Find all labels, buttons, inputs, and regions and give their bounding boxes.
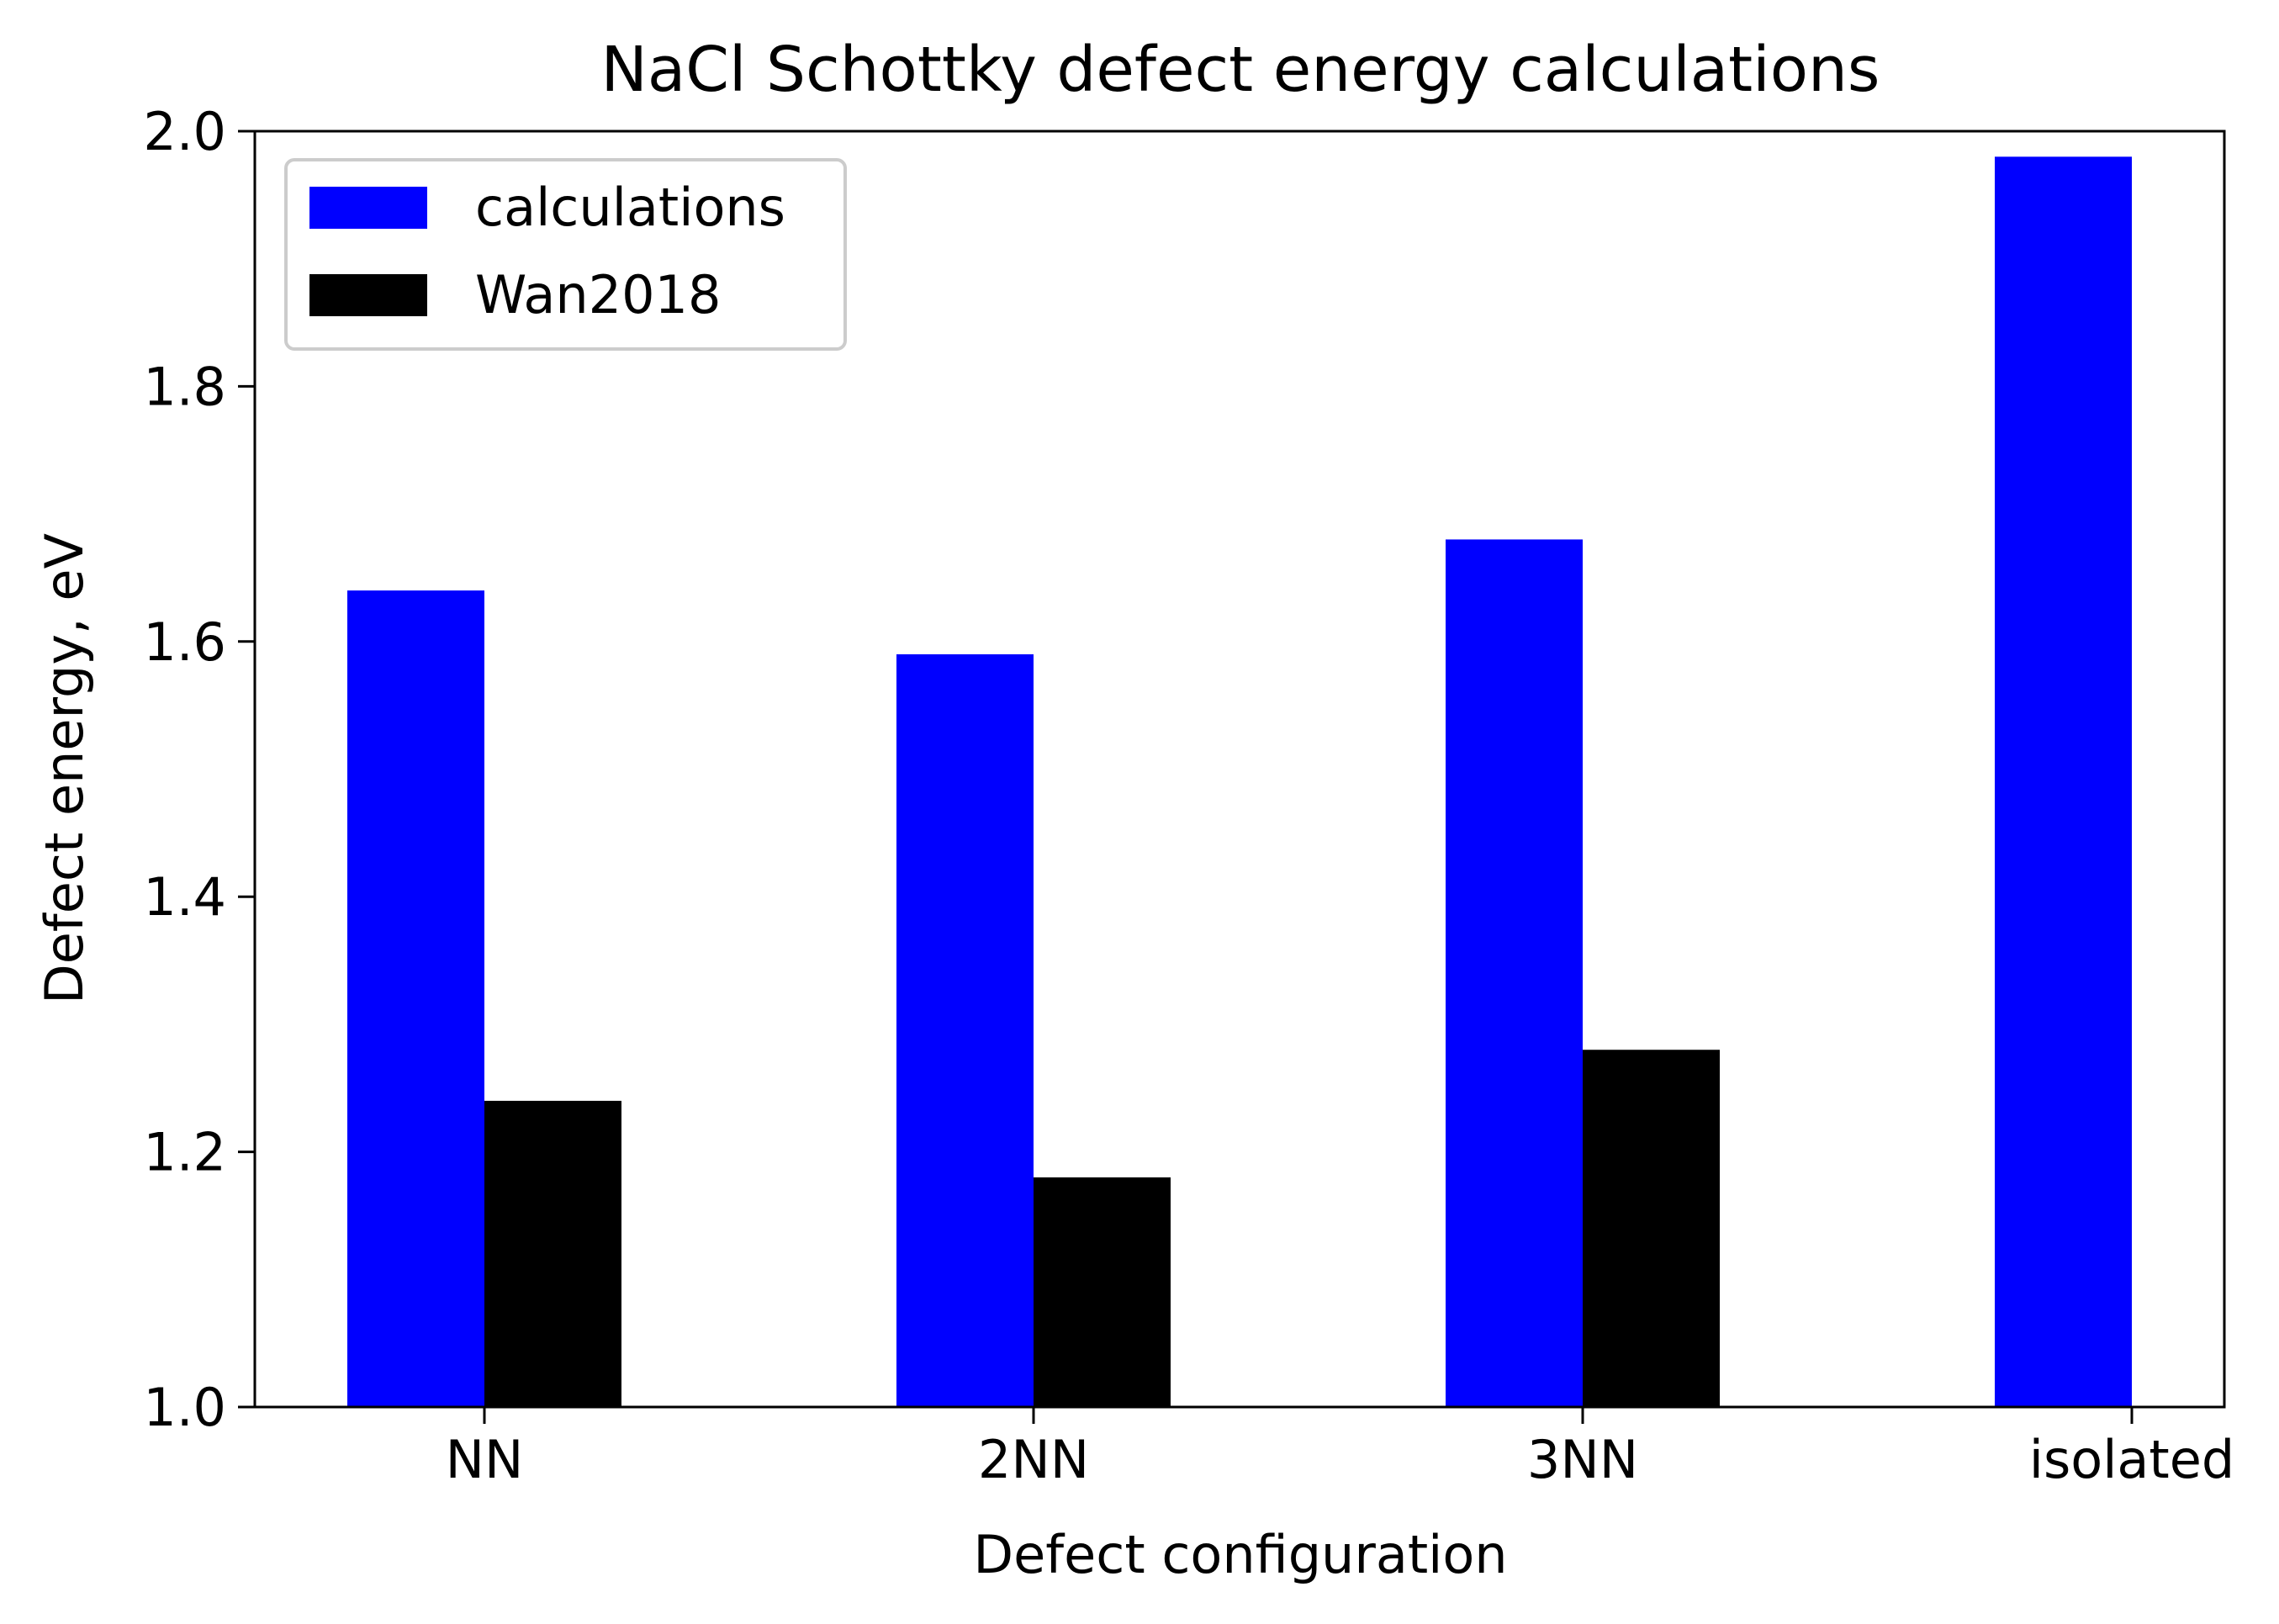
y-tick-label-1-2: 1.2	[143, 1122, 226, 1183]
bar-calculations-2nn	[896, 653, 1034, 1407]
y-tick-label-1-8: 1.8	[143, 356, 226, 417]
bars-group	[347, 156, 2132, 1408]
bar-wan2018-nn	[484, 1100, 621, 1407]
y-tick-label-1-4: 1.4	[143, 866, 226, 928]
x-axis-label: Defect configuration	[973, 1524, 1507, 1585]
bar-calculations-isolated	[1995, 156, 2132, 1408]
legend-label-calculations: calculations	[475, 177, 785, 238]
bar-calculations-nn	[347, 590, 484, 1407]
legend: calculations Wan2018	[284, 158, 847, 351]
chart-title: NaCl Schottky defect energy calculations	[601, 34, 1880, 106]
legend-swatch-wan2018	[309, 274, 427, 316]
bar-wan2018-3nn	[1583, 1050, 1720, 1407]
legend-label-wan2018: Wan2018	[475, 264, 721, 325]
x-tick-label-nn: NN	[446, 1429, 524, 1490]
x-tick-label-2nn: 2NN	[978, 1429, 1089, 1490]
bar-calculations-3nn	[1446, 539, 1583, 1408]
bar-wan2018-2nn	[1034, 1177, 1171, 1407]
ticks-group: NN 2NN 3NN isolated 1.0 1.2 1.4 1.6 1.8 2.0	[143, 101, 2234, 1490]
legend-swatch-calculations	[309, 187, 427, 229]
x-tick-label-3nn: 3NN	[1527, 1429, 1638, 1490]
x-tick-label-isolated: isolated	[2029, 1429, 2235, 1490]
y-tick-label-2-0: 2.0	[143, 101, 226, 162]
plot-frame	[253, 130, 2226, 1409]
y-tick-label-1-6: 1.6	[143, 611, 226, 673]
y-axis-label: Defect energy, eV	[34, 533, 95, 1004]
y-tick-label-1-0: 1.0	[143, 1377, 226, 1438]
